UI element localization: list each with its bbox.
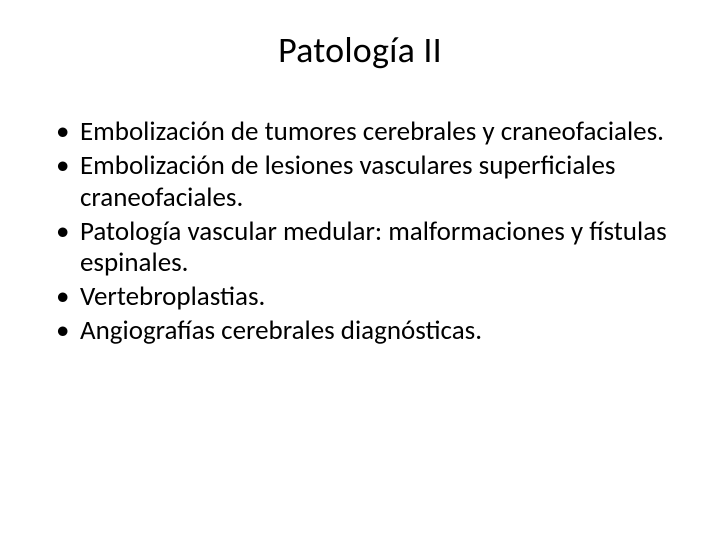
bullet-text: Embolización de tumores cerebrales y cra… <box>80 115 664 148</box>
slide: Patología II Embolización de tumores cer… <box>0 0 720 540</box>
bullet-list: Embolización de tumores cerebrales y cra… <box>48 116 672 347</box>
list-item: Angiografías cerebrales diagnósticas. <box>52 315 672 347</box>
bullet-text: Vertebroplastias. <box>80 280 265 313</box>
bullet-text: Angiografías cerebrales diagnósticas. <box>80 314 482 347</box>
list-item: Vertebroplastias. <box>52 281 672 313</box>
list-item: Embolización de lesiones vasculares supe… <box>52 150 672 214</box>
bullet-text: Embolización de lesiones vasculares supe… <box>80 149 615 214</box>
slide-title: Patología II <box>48 28 672 72</box>
bullet-text: Patología vascular medular: malformacion… <box>80 215 667 280</box>
list-item: Patología vascular medular: malformacion… <box>52 216 672 280</box>
list-item: Embolización de tumores cerebrales y cra… <box>52 116 672 148</box>
